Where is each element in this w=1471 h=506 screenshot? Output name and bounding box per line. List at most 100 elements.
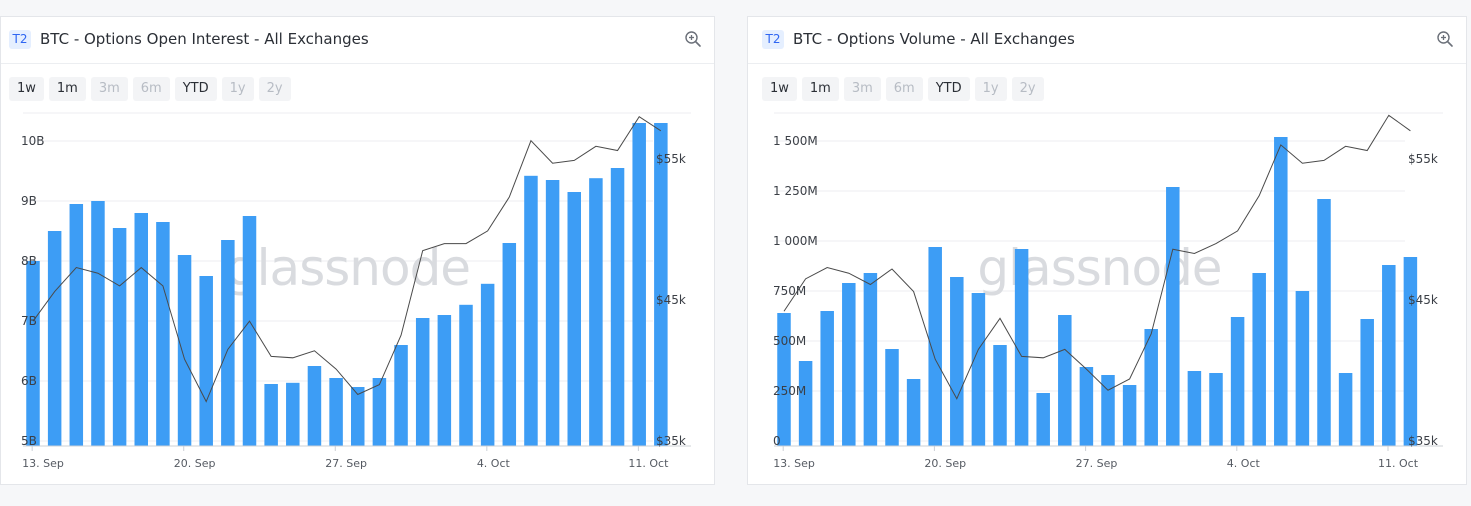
bar[interactable] [545,180,560,446]
bar[interactable] [264,384,278,446]
bar[interactable] [329,378,343,446]
bar[interactable] [610,168,625,446]
bar[interactable] [1295,291,1310,446]
bar[interactable] [1230,317,1245,446]
bar[interactable] [156,222,170,446]
range-ytd[interactable]: YTD [927,77,970,101]
bar[interactable] [1122,385,1137,446]
price-line[interactable] [783,114,1411,400]
y-tick-label: 5B [21,434,37,448]
bar[interactable] [221,240,235,446]
bar[interactable] [1144,329,1158,446]
bar[interactable] [885,349,899,446]
y-tick-label: 250M [773,384,806,398]
x-tick-label: 11. Oct [1378,457,1419,470]
bar[interactable] [1338,373,1353,446]
bar[interactable] [372,378,387,446]
bar[interactable] [993,345,1007,446]
bar[interactable] [971,293,986,446]
range-1y: 1y [221,77,254,101]
x-tick-label: 20. Sep [174,457,216,470]
y2-tick-label: $55k [656,152,686,166]
x-tick-label: 13. Sep [773,457,815,470]
bar[interactable] [199,276,213,446]
bar[interactable] [928,247,942,446]
bar[interactable] [1187,371,1202,446]
bar[interactable] [134,213,149,446]
y-tick-label: 10B [21,134,45,148]
bar[interactable] [47,231,62,446]
bar[interactable] [480,283,495,446]
bar[interactable] [26,261,40,446]
range-1w[interactable]: 1w [9,77,44,101]
range-1w[interactable]: 1w [762,77,797,101]
bar[interactable] [842,283,856,446]
bar[interactable] [524,175,538,447]
y-tick-label: 1 500M [773,134,818,148]
bar[interactable] [632,123,646,446]
bar[interactable] [1014,249,1029,446]
y-tick-label: 0 [773,434,781,448]
bar[interactable] [437,315,452,446]
bar[interactable] [654,123,668,446]
bar[interactable] [91,201,105,446]
range-selector: 1w 1m 3m 6m YTD 1y 2y [9,77,296,101]
bar[interactable] [286,382,300,446]
bar[interactable] [567,192,582,446]
bar[interactable] [69,204,84,446]
bar[interactable] [351,387,365,446]
bar[interactable] [1317,199,1331,446]
zoom-in-icon[interactable] [684,30,702,48]
open-interest-chart[interactable]: glassnode 5B 6B 7B 8B 9B 10B $35k $45k $55k 13. Se… [1,17,716,486]
bar[interactable] [820,311,834,446]
range-3m: 3m [90,77,128,101]
bar[interactable] [777,313,791,446]
bar[interactable] [589,178,603,446]
bar[interactable] [415,318,430,446]
bar[interactable] [459,304,473,446]
bar[interactable] [307,366,322,446]
card-header: T2 BTC - Options Volume - All Exchanges [748,17,1466,64]
bar[interactable] [394,345,408,446]
bar[interactable] [1036,393,1050,446]
range-3m: 3m [843,77,881,101]
bar[interactable] [1274,137,1288,446]
y2-tick-label: $35k [656,434,686,448]
bar[interactable] [1058,315,1072,446]
bar[interactable] [1101,375,1115,446]
range-6m: 6m [132,77,170,101]
price-line[interactable] [32,116,662,403]
bar[interactable] [1403,257,1418,446]
volume-chart[interactable]: glassnode 0 250M 500M 750M 1 000M 1 250M 1 500M… [748,17,1468,486]
bar[interactable] [863,273,878,446]
x-tick-label: 27. Sep [325,457,367,470]
bar[interactable] [1079,367,1094,446]
bar[interactable] [1360,319,1374,446]
bar[interactable] [798,361,813,446]
bar[interactable] [1382,265,1396,446]
bar[interactable] [950,277,964,446]
range-2y: 2y [258,77,291,101]
range-ytd[interactable]: YTD [174,77,217,101]
bar[interactable] [242,216,257,446]
zoom-in-icon[interactable] [1436,30,1454,48]
bar[interactable] [177,255,192,446]
y-tick-label: 500M [773,334,806,348]
tier-badge: T2 [9,30,31,49]
chart-card-volume: T2 BTC - Options Volume - All Exchanges … [747,16,1467,485]
card-header: T2 BTC - Options Open Interest - All Exc… [1,17,714,64]
y2-tick-label: $55k [1408,152,1438,166]
bar[interactable] [112,228,127,446]
bar[interactable] [906,379,921,446]
range-1m[interactable]: 1m [801,77,839,101]
chart-card-open-interest: T2 BTC - Options Open Interest - All Exc… [0,16,715,485]
y-tick-label: 9B [21,194,37,208]
bar[interactable] [1166,187,1180,446]
bar[interactable] [1209,373,1223,446]
y-tick-label: 8B [21,254,37,268]
y2-tick-label: $45k [656,293,686,307]
y-tick-label: 7B [21,314,37,328]
range-1m[interactable]: 1m [48,77,86,101]
bar[interactable] [502,243,517,446]
bar[interactable] [1252,273,1266,446]
